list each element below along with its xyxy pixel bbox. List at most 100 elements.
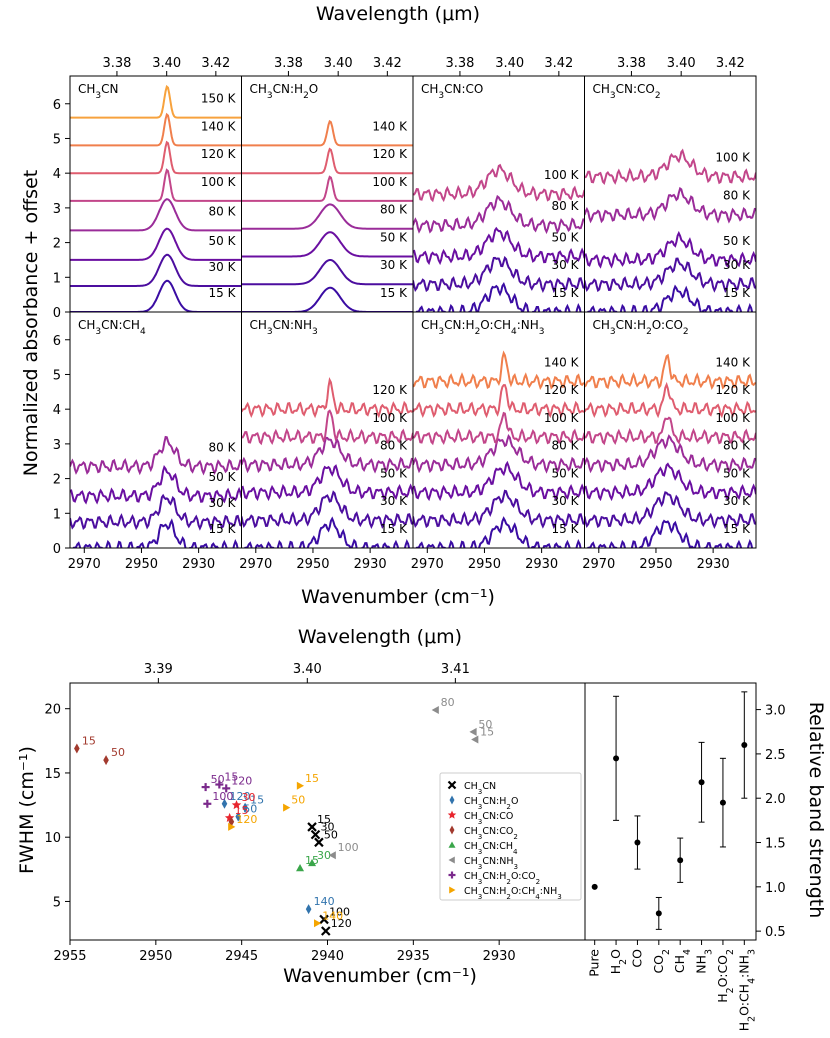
temp-label: 100 K (372, 175, 408, 189)
top-x-tick-label: 3.41 (441, 662, 470, 677)
temp-label: 15 K (209, 522, 237, 536)
temp-label: 120 K (544, 383, 580, 397)
x-tick-label: 2930 (483, 949, 516, 964)
top-wavenumber-title: Wavenumber (cm⁻¹) (301, 586, 495, 608)
x-tick-label: 2930 (697, 557, 730, 572)
band-point: H2O (608, 695, 629, 974)
spectrum-line (70, 168, 242, 202)
temp-label: 15 K (380, 522, 408, 536)
panel-frame (241, 75, 414, 313)
temp-label: 140 K (372, 119, 408, 133)
point-label: 15 (317, 813, 331, 826)
temp-label: 30 K (723, 258, 751, 272)
marker (203, 799, 212, 808)
y-tick-label: 6 (53, 334, 61, 349)
spectrum-line (584, 230, 756, 269)
temp-label: 30 K (552, 258, 580, 272)
spectra-figure: 15 K 30 K 50 K 80 K 100 K 120 K 140 K 1 50 K CH3C… (53, 56, 757, 572)
marker (74, 743, 80, 754)
y-tick-label: 1 (53, 271, 61, 286)
panel-label: CH3CN (78, 82, 119, 101)
x-tick-label: 2955 (53, 949, 86, 964)
y-tick-label: 0 (53, 542, 61, 557)
panel-label: CH3CN:H2O (250, 82, 319, 101)
spectrum-line (584, 381, 756, 419)
y-tick-label: 3.0 (765, 704, 786, 719)
marker (449, 886, 456, 894)
legend: CH3CNCH3CN:H2OCH3CN:COCH3CN:CO2CH3CN:CH4… (439, 772, 582, 901)
band-category-label: H2O:CO2 (715, 949, 736, 1003)
x-tick-label: 2940 (311, 949, 344, 964)
point-label: 50 (111, 746, 125, 759)
band-marker (591, 883, 598, 890)
spectrum-line (413, 163, 585, 203)
point-label: 100 (212, 790, 233, 803)
legend-entry: CH3CN (464, 781, 496, 796)
temp-label: 80 K (209, 204, 237, 218)
temp-label: 30 K (723, 494, 751, 508)
temp-label: 120 K (201, 147, 237, 161)
spectrum-line (241, 175, 413, 202)
top-x-tick-label: 3.38 (445, 56, 474, 71)
spectrum-line (70, 435, 242, 476)
spectrum-line (70, 84, 242, 119)
spectrum-line (243, 516, 411, 548)
band-category-label: Pure (587, 949, 602, 977)
temp-label: 80 K (552, 199, 580, 213)
spectra-panel: 15 K 30 K 50 K 80 K 100 K 120 K 140 K CH3CN:H2O… (582, 311, 757, 572)
legend-entry: CH3CN:H2O:CH4:NH3 (464, 886, 562, 901)
temp-label: 100 K (715, 411, 751, 425)
spectrum-line (413, 411, 585, 446)
temp-label: 30 K (209, 496, 237, 510)
spectrum-line (70, 253, 242, 287)
spectrum-line (584, 353, 756, 390)
marker (314, 919, 322, 928)
y-tick-label: 0.5 (765, 925, 786, 940)
point-label: 100 (329, 905, 350, 918)
temp-label: 120 K (372, 383, 408, 397)
band-category-label: H2O:CH4:NH3 (736, 949, 757, 1031)
point-label: 120 (331, 917, 352, 930)
panel-label: CH3CN:H2O:CO2 (593, 318, 689, 337)
temp-label: 30 K (380, 494, 408, 508)
top-x-tick-label: 3.40 (293, 662, 322, 677)
y-tick-label: 5 (53, 132, 61, 147)
band-marker (719, 799, 726, 806)
top-x-tick-label: 3.40 (495, 56, 524, 71)
point-label: 120 (230, 790, 251, 803)
band-frame (584, 682, 757, 941)
temp-label: 50 K (552, 466, 580, 480)
spectrum-line (413, 350, 585, 390)
y-tick-label: 10 (44, 831, 61, 846)
spectrum-line (241, 231, 413, 258)
spectrum-line (584, 434, 756, 474)
band-marker (613, 755, 620, 762)
temp-label: 50 K (552, 230, 580, 244)
band-category-label: H2O (608, 949, 629, 974)
marker (103, 755, 109, 766)
y-tick-label: 1 (53, 507, 61, 522)
scatter-ylabel: FWHM (cm⁻¹) (16, 746, 38, 874)
marker (447, 780, 457, 790)
spectra-panel: 15 K 30 K 50 K 80 K 100 K 120 K CH3CN:NH3 2970 2… (239, 311, 414, 572)
x-tick-label: 2930 (182, 557, 215, 572)
marker (319, 914, 329, 925)
temp-label: 15 K (552, 286, 580, 300)
scatter-wavenumber-title: Wavenumber (cm⁻¹) (283, 965, 477, 987)
marker (448, 841, 456, 848)
panel-frame (412, 75, 585, 313)
y-tick-label: 2.5 (765, 748, 786, 763)
x-tick-label: 2945 (225, 949, 258, 964)
band-marker (634, 839, 641, 846)
panel-label: CH3CN:NH3 (250, 318, 318, 337)
spectrum-line (413, 434, 585, 474)
spectrum-line (584, 148, 756, 185)
spectrum-line (241, 436, 413, 474)
marker (431, 705, 439, 714)
spectrum-line (241, 259, 413, 286)
